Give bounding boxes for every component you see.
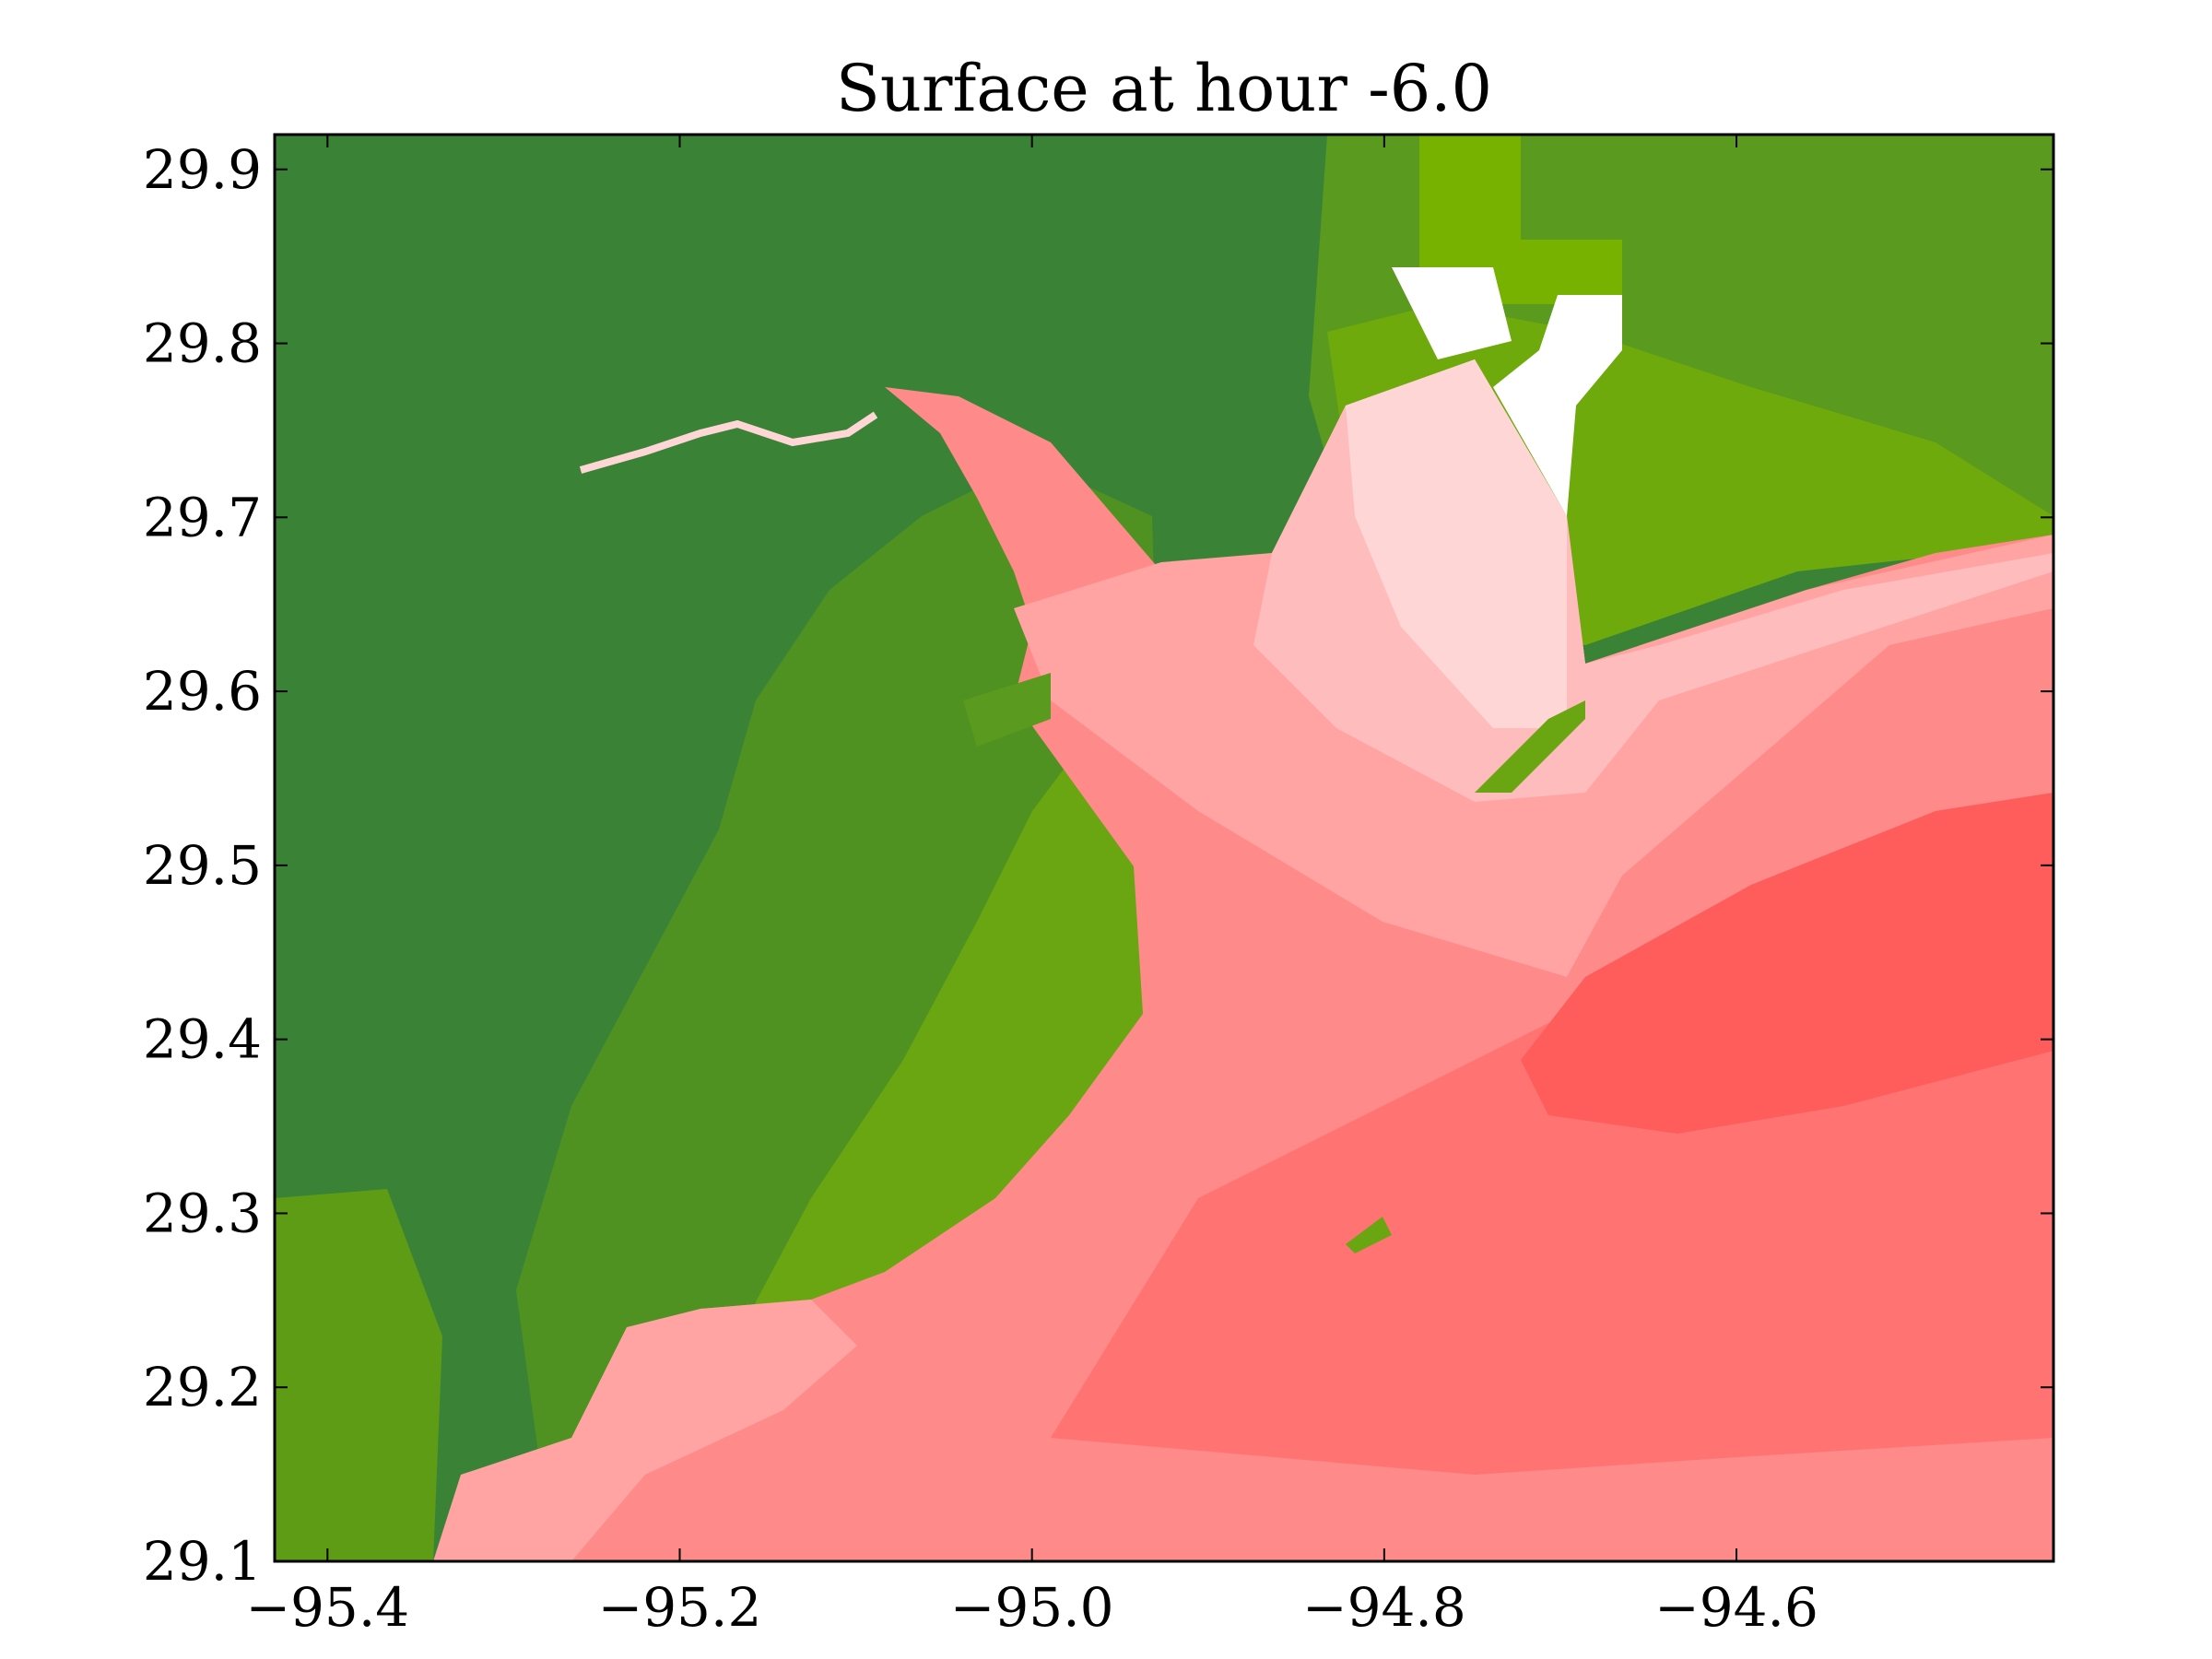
plot-frame [273, 133, 2055, 1563]
land-region-light [737, 719, 1161, 1364]
island [1475, 700, 1585, 793]
water-region-southwest [433, 1300, 857, 1561]
y-tick-label: 29.5 [143, 834, 262, 897]
plot-area [275, 135, 2053, 1561]
x-tick-label: −94.6 [1654, 1576, 1818, 1639]
land-region-southwest-light [275, 1189, 442, 1561]
dry-cell-region [1493, 295, 1622, 516]
y-tick-label: 29.7 [143, 486, 262, 548]
dry-cell-region [1392, 267, 1512, 359]
island [1346, 1217, 1392, 1253]
y-axis: 29.1 29.2 29.3 29.4 29.5 29.6 29.7 29.8 29.9 [143, 138, 2053, 1593]
land-region-north-light [1419, 135, 1622, 304]
y-tick-label: 29.2 [143, 1356, 262, 1418]
y-tick-label: 29.9 [143, 138, 262, 201]
y-tick-label: 29.1 [143, 1530, 262, 1593]
chart-title: Surface at hour -6.0 [836, 51, 1492, 126]
water-region-very-light [1346, 359, 1567, 728]
x-tick-label: −94.8 [1302, 1576, 1466, 1639]
river-channel [579, 411, 878, 474]
y-tick-label: 29.8 [143, 312, 262, 375]
x-axis: −95.4 −95.2 −95.0 −94.8 −94.6 [245, 135, 1818, 1639]
x-tick-label: −95.2 [598, 1576, 762, 1639]
island [963, 673, 1051, 747]
y-tick-label: 29.3 [143, 1182, 262, 1244]
x-tick-label: −95.0 [950, 1576, 1114, 1639]
x-tick-label: −95.4 [245, 1576, 409, 1639]
y-tick-label: 29.6 [143, 660, 262, 723]
y-tick-label: 29.4 [143, 1008, 262, 1071]
water-region-deepest [1521, 793, 2053, 1134]
